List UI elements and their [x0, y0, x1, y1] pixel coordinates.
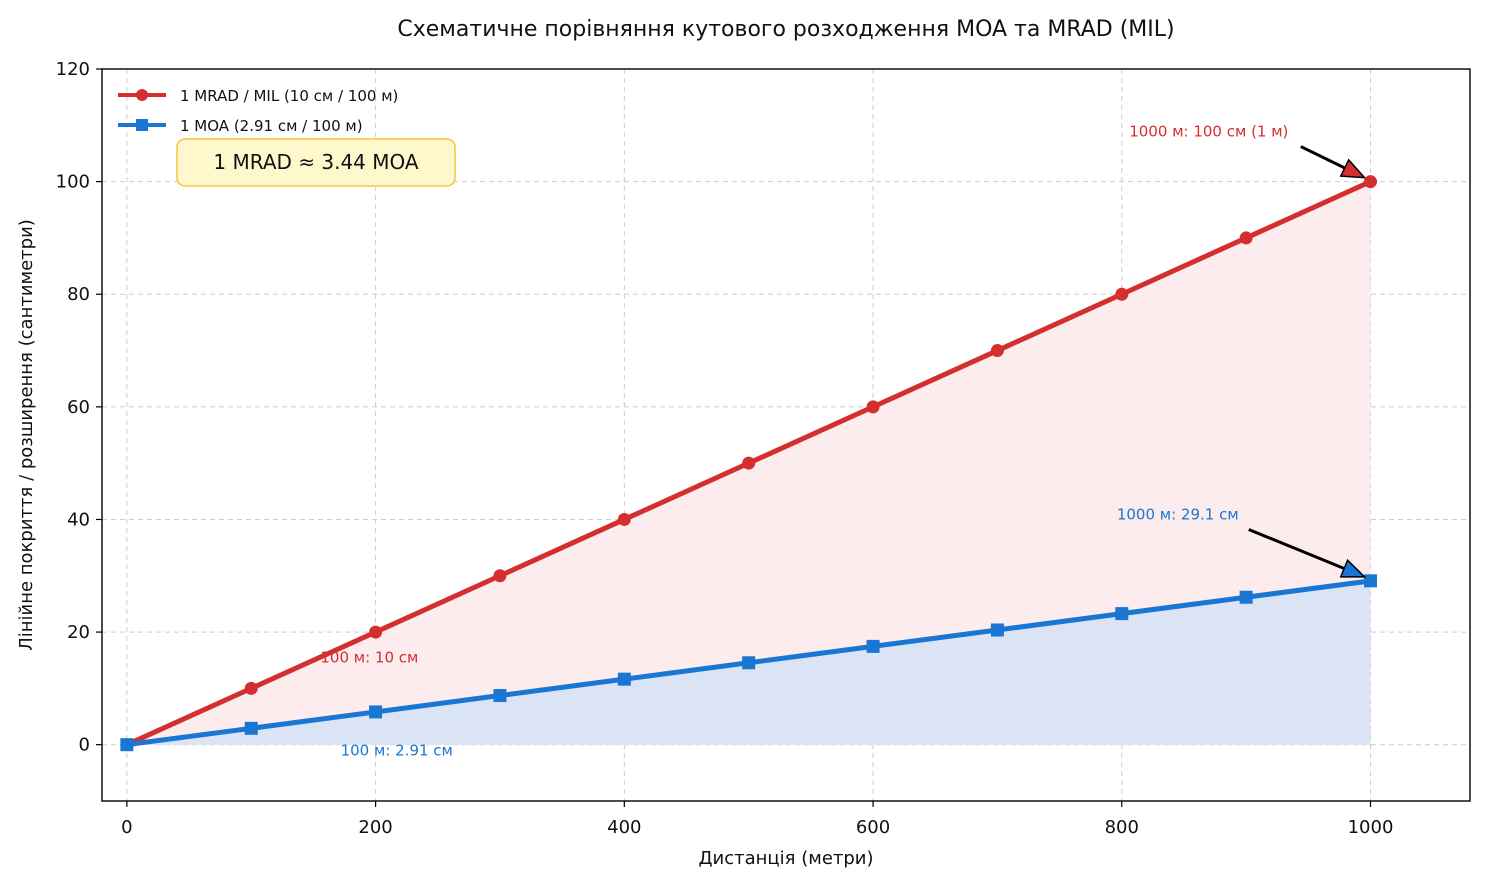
- legend-marker-mrad: [136, 89, 148, 101]
- x-axis-label: Дистанція (метри): [698, 848, 873, 869]
- annotation-arrow-line: [1300, 145, 1346, 170]
- point-mrad: [369, 625, 383, 639]
- y-tick-label: 20: [67, 622, 90, 643]
- point-moa: [369, 705, 383, 719]
- x-tick-label: 600: [856, 817, 890, 838]
- info-box: 1 MRAD ≈ 3.44 MOA: [176, 138, 456, 187]
- point-mrad: [617, 512, 631, 526]
- series-markers: [120, 175, 1378, 752]
- annotation-arrow-head: [1339, 158, 1367, 179]
- y-tick-label: 0: [79, 735, 90, 756]
- y-axis-ticks: 0 20 40 60 80 100 120: [56, 59, 102, 756]
- point-moa: [617, 672, 631, 686]
- point-moa: [120, 738, 134, 752]
- annotations: 1000 м: 100 см (1 м) 1000 м: 29.1 см 100 м…: [320, 123, 1367, 759]
- annotation-label: 1000 м: 29.1 см: [1117, 505, 1239, 523]
- x-tick-label: 400: [607, 817, 641, 838]
- point-mrad: [244, 681, 258, 695]
- x-axis-ticks: 0 200 400 600 800 1000: [121, 801, 1393, 838]
- x-tick-label: 200: [358, 817, 392, 838]
- x-tick-label: 800: [1105, 817, 1139, 838]
- legend-label-mrad: 1 MRAD / MIL (10 см / 100 м): [180, 87, 398, 105]
- annotation-arrow-head: [1339, 558, 1367, 578]
- point-moa: [493, 689, 507, 703]
- legend-marker-moa: [136, 119, 148, 131]
- plot-frame: [101, 68, 1471, 802]
- x-tick-label: 0: [121, 817, 132, 838]
- annotation-label: 100 м: 10 см: [320, 648, 418, 666]
- point-moa: [742, 656, 756, 670]
- y-tick-label: 120: [56, 59, 90, 80]
- y-tick-label: 40: [67, 509, 90, 530]
- y-tick-label: 60: [67, 397, 90, 418]
- point-mrad: [1364, 175, 1378, 189]
- point-moa: [990, 623, 1004, 637]
- x-tick-label: 1000: [1348, 817, 1394, 838]
- y-axis-label: Лінійне покриття / розширення (сантиметр…: [16, 219, 37, 651]
- annotation-label: 1000 м: 100 см (1 м): [1129, 123, 1288, 141]
- legend: 1 MRAD / MIL (10 см / 100 м) 1 MOA (2.91…: [118, 87, 398, 135]
- y-tick-label: 100: [56, 172, 90, 193]
- info-box-text: 1 MRAD ≈ 3.44 MOA: [213, 150, 419, 174]
- point-mrad: [493, 569, 507, 583]
- point-mrad: [742, 456, 756, 470]
- annotation-arrow-line: [1248, 528, 1345, 570]
- chart-title: Схематичне порівняння кутового розходжен…: [397, 17, 1174, 42]
- point-mrad: [990, 344, 1004, 358]
- info-box-background: [176, 138, 456, 187]
- point-mrad: [1239, 231, 1253, 245]
- y-tick-label: 80: [67, 284, 90, 305]
- point-mrad: [866, 400, 880, 414]
- point-moa: [244, 721, 258, 735]
- annotation-label: 100 м: 2.91 см: [341, 741, 453, 759]
- point-mrad: [1115, 287, 1129, 301]
- point-moa: [1364, 574, 1378, 588]
- point-moa: [866, 639, 880, 653]
- point-moa: [1239, 590, 1253, 604]
- point-moa: [1115, 607, 1129, 621]
- legend-label-moa: 1 MOA (2.91 см / 100 м): [180, 117, 363, 135]
